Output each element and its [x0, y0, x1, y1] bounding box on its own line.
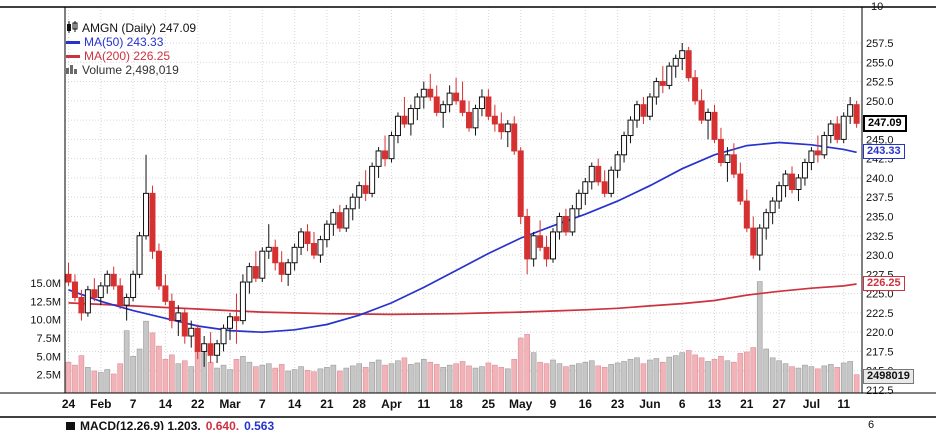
macd-label: MACD(12,26,9) 1.203, [80, 419, 201, 430]
svg-text:Mar: Mar [219, 397, 241, 411]
svg-text:230.0: 230.0 [866, 250, 894, 262]
macd-value-2: 0.563 [244, 419, 275, 430]
svg-text:212.5: 212.5 [866, 385, 894, 397]
volume-layer [65, 281, 860, 394]
svg-text:232.5: 232.5 [866, 231, 894, 243]
axis-labels-layer: 212.5215.0217.5220.0222.5225.0227.5230.0… [30, 38, 893, 411]
candles-layer [65, 43, 860, 367]
svg-text:Jul: Jul [803, 397, 820, 411]
svg-text:21: 21 [740, 397, 754, 411]
legend-ma50-row: MA(50) 243.33 [66, 35, 196, 49]
svg-text:237.5: 237.5 [866, 192, 894, 204]
svg-text:11: 11 [417, 397, 430, 411]
svg-text:22: 22 [191, 397, 205, 411]
legend-volume-row: Volume 2,498,019 [66, 63, 196, 77]
ma50-axis-box: 243.33 [863, 144, 905, 159]
svg-text:5.0M: 5.0M [37, 351, 61, 363]
svg-text:14: 14 [288, 397, 302, 411]
svg-text:16: 16 [579, 397, 593, 411]
ma200-axis-box: 226.25 [863, 276, 905, 291]
svg-text:240.0: 240.0 [866, 173, 894, 185]
svg-text:245.0: 245.0 [866, 134, 894, 146]
lower-panel-scale-label: 6 [868, 419, 875, 430]
svg-text:27: 27 [772, 397, 786, 411]
ma200-label: MA(200) 226.25 [84, 49, 171, 63]
svg-text:15.0M: 15.0M [30, 278, 61, 290]
svg-text:222.5: 222.5 [866, 308, 894, 320]
symbol-label: AMGN (Daily) 247.09 [82, 21, 197, 35]
svg-text:28: 28 [353, 397, 367, 411]
svg-text:May: May [509, 397, 533, 411]
svg-text:250.0: 250.0 [866, 96, 894, 108]
last-price-axis-box: 247.09 [863, 115, 907, 132]
svg-text:220.0: 220.0 [866, 327, 894, 339]
svg-text:225.0: 225.0 [866, 289, 894, 301]
macd-legend-row: MACD(12,26,9) 1.203, 0.640, 0.563 [66, 419, 274, 430]
svg-text:255.0: 255.0 [866, 57, 894, 69]
svg-text:21: 21 [320, 397, 334, 411]
candlestick-icon [66, 20, 78, 36]
ma50-label: MA(50) 243.33 [84, 35, 164, 49]
legend-symbol-row: AMGN (Daily) 247.09 [66, 20, 197, 36]
svg-text:7.5M: 7.5M [37, 333, 61, 345]
grid-layer [65, 7, 862, 393]
upper-panel-scale-label: 10 [871, 1, 884, 13]
svg-text:2.5M: 2.5M [37, 370, 61, 382]
ma-lines-layer [68, 141, 857, 334]
volume-bars-icon [66, 63, 78, 77]
svg-text:23: 23 [611, 397, 625, 411]
svg-text:14: 14 [159, 397, 173, 411]
svg-text:Feb: Feb [90, 397, 111, 411]
volume-axis-box: 2498019 [863, 369, 914, 384]
ma200-swatch-icon [66, 54, 80, 58]
volume-label: Volume 2,498,019 [82, 63, 179, 77]
svg-text:Apr: Apr [381, 397, 402, 411]
svg-text:235.0: 235.0 [866, 211, 894, 223]
svg-text:6: 6 [679, 397, 686, 411]
svg-text:18: 18 [449, 397, 463, 411]
macd-value-1: 0.640, [205, 419, 240, 430]
svg-text:7: 7 [130, 397, 137, 411]
chart-legend: AMGN (Daily) 247.09 MA(50) 243.33 MA(200… [66, 20, 197, 77]
svg-text:9: 9 [550, 397, 557, 411]
svg-text:24: 24 [62, 397, 76, 411]
svg-text:Jun: Jun [639, 397, 660, 411]
svg-text:11: 11 [837, 397, 850, 411]
ma50-swatch-icon [66, 40, 80, 44]
svg-text:257.5: 257.5 [866, 38, 894, 50]
svg-text:25: 25 [482, 397, 496, 411]
svg-text:10.0M: 10.0M [30, 315, 61, 327]
svg-text:217.5: 217.5 [866, 346, 894, 358]
macd-swatch-icon [66, 421, 75, 430]
legend-ma200-row: MA(200) 226.25 [66, 49, 196, 63]
svg-text:7: 7 [259, 397, 266, 411]
svg-text:252.5: 252.5 [866, 77, 894, 89]
svg-text:13: 13 [708, 397, 722, 411]
svg-text:12.5M: 12.5M [30, 296, 61, 308]
